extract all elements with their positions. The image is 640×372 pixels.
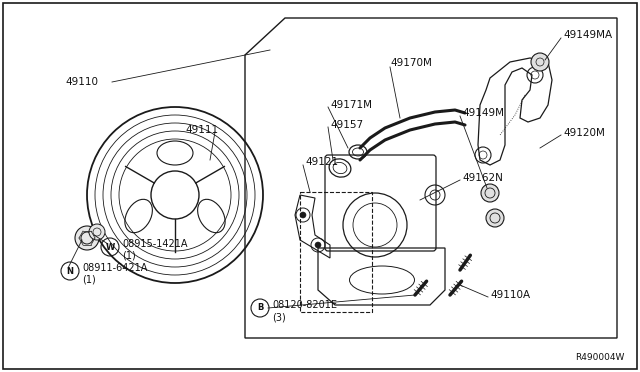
- Text: 08120-8201E: 08120-8201E: [272, 300, 337, 310]
- Bar: [300, 192, 372, 312]
- Text: 49171M: 49171M: [330, 100, 372, 110]
- Text: (3): (3): [272, 312, 285, 322]
- Text: 49111: 49111: [185, 125, 218, 135]
- Text: 08911-6421A: 08911-6421A: [82, 263, 147, 273]
- Text: 49149MA: 49149MA: [563, 30, 612, 40]
- Text: R490004W: R490004W: [575, 353, 624, 362]
- Text: 49110A: 49110A: [490, 290, 530, 300]
- Circle shape: [481, 184, 499, 202]
- Circle shape: [89, 224, 105, 240]
- Text: W: W: [106, 243, 115, 251]
- FancyBboxPatch shape: [325, 155, 436, 251]
- Text: 49162N: 49162N: [462, 173, 503, 183]
- Text: 49120M: 49120M: [563, 128, 605, 138]
- Text: 49157: 49157: [330, 120, 363, 130]
- Text: 08915-1421A: 08915-1421A: [122, 239, 188, 249]
- Text: N: N: [67, 266, 74, 276]
- Text: 49170M: 49170M: [390, 58, 432, 68]
- Circle shape: [486, 209, 504, 227]
- Circle shape: [531, 53, 549, 71]
- Text: 49121: 49121: [305, 157, 338, 167]
- Text: 49110: 49110: [65, 77, 98, 87]
- Circle shape: [315, 242, 321, 248]
- Text: 49149M: 49149M: [462, 108, 504, 118]
- Text: B: B: [257, 304, 263, 312]
- Circle shape: [75, 226, 99, 250]
- Text: (1): (1): [122, 251, 136, 261]
- Text: (1): (1): [82, 275, 96, 285]
- Circle shape: [300, 212, 306, 218]
